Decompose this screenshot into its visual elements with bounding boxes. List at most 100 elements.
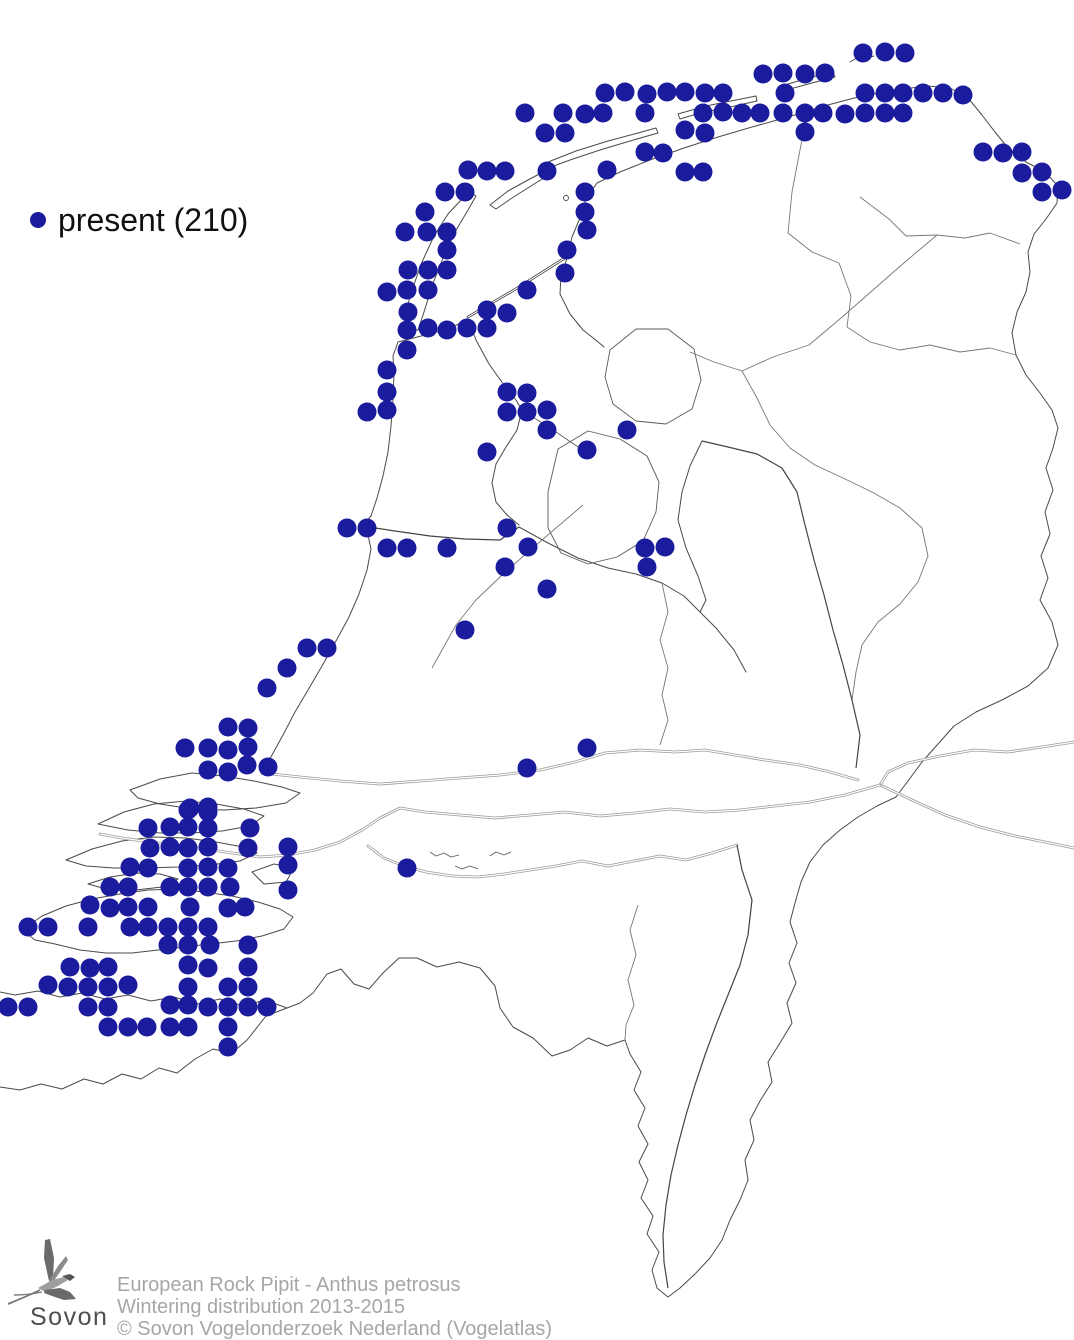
logo-bird-lower-wing bbox=[44, 1288, 76, 1300]
presence-dot bbox=[277, 658, 297, 678]
presence-dot bbox=[120, 917, 140, 937]
presence-dot bbox=[198, 917, 218, 937]
presence-dot bbox=[198, 877, 218, 897]
presence-dot bbox=[653, 143, 673, 163]
presence-dot bbox=[0, 997, 18, 1017]
presence-dot bbox=[278, 855, 298, 875]
river-maas-limburg bbox=[662, 844, 753, 1289]
presence-dot bbox=[637, 557, 657, 577]
island-terschelling bbox=[547, 127, 659, 168]
island-tholen bbox=[251, 863, 295, 885]
presence-dot bbox=[773, 103, 793, 123]
presence-dot bbox=[218, 740, 238, 760]
presence-dot bbox=[973, 142, 993, 162]
presence-dot bbox=[160, 837, 180, 857]
river-rijn bbox=[878, 740, 1074, 787]
presence-dot bbox=[178, 1017, 198, 1037]
presence-dot bbox=[795, 122, 815, 142]
presence-dot bbox=[695, 83, 715, 103]
presence-dot bbox=[435, 182, 455, 202]
presence-dot bbox=[160, 1017, 180, 1037]
presence-dot bbox=[178, 995, 198, 1015]
presence-dot bbox=[198, 857, 218, 877]
presence-dot bbox=[895, 43, 915, 63]
presence-dot bbox=[497, 303, 517, 323]
presence-dot bbox=[657, 82, 677, 102]
presence-dot bbox=[795, 64, 815, 84]
presence-dot bbox=[118, 1017, 138, 1037]
presence-dot bbox=[220, 877, 240, 897]
presence-dot bbox=[118, 975, 138, 995]
presence-dot bbox=[377, 538, 397, 558]
logo-bird-tail-streamer2 bbox=[13, 1291, 43, 1296]
presence-dot bbox=[437, 260, 457, 280]
presence-dot bbox=[38, 975, 58, 995]
presence-dot bbox=[198, 958, 218, 978]
border-friesland-south bbox=[689, 351, 743, 372]
presence-dot bbox=[893, 103, 913, 123]
logo-bird-upper-wing bbox=[44, 1239, 54, 1281]
presence-dot bbox=[198, 818, 218, 838]
presence-dot bbox=[875, 42, 895, 62]
presence-dot bbox=[160, 877, 180, 897]
presence-dot bbox=[1012, 142, 1032, 162]
presence-dot bbox=[773, 63, 793, 83]
province-borders bbox=[431, 119, 1021, 1041]
presence-dot bbox=[933, 83, 953, 103]
presence-dot bbox=[258, 757, 278, 777]
presence-dot bbox=[218, 1037, 238, 1057]
presence-dot bbox=[377, 282, 397, 302]
presence-dot bbox=[178, 955, 198, 975]
logo-text: Sovon bbox=[30, 1303, 108, 1331]
presence-dot bbox=[693, 103, 713, 123]
border-drenthe-west bbox=[741, 234, 938, 372]
legend-dot bbox=[30, 212, 46, 228]
presence-dot bbox=[138, 858, 158, 878]
coastline-west bbox=[261, 318, 469, 773]
presence-dot bbox=[815, 63, 835, 83]
presence-dot bbox=[418, 318, 438, 338]
presence-dot bbox=[178, 800, 198, 820]
presence-dot bbox=[377, 400, 397, 420]
rivers bbox=[98, 254, 1074, 1289]
coastline-randmeren bbox=[518, 526, 747, 673]
border-utrecht-holland bbox=[431, 504, 584, 669]
presence-dot bbox=[180, 897, 200, 917]
presence-dot bbox=[198, 802, 218, 822]
presence-dot bbox=[775, 83, 795, 103]
presence-dot bbox=[675, 162, 695, 182]
presence-dot bbox=[198, 997, 218, 1017]
presence-dot bbox=[238, 737, 258, 757]
presence-dot bbox=[238, 935, 258, 955]
presence-dot bbox=[637, 84, 657, 104]
presence-dot bbox=[750, 103, 770, 123]
presence-dot bbox=[238, 997, 258, 1017]
border-friesland-groningen bbox=[787, 119, 852, 328]
presence-dot bbox=[675, 120, 695, 140]
presence-dot bbox=[198, 837, 218, 857]
presence-dot bbox=[537, 400, 557, 420]
presence-dot bbox=[120, 857, 140, 877]
presence-dot bbox=[278, 837, 298, 857]
caption-copyright: © Sovon Vogelonderzoek Nederland (Vogela… bbox=[117, 1318, 552, 1340]
presence-dot bbox=[337, 518, 357, 538]
coastline-ijsselmeer-west bbox=[467, 318, 523, 526]
presence-dot bbox=[993, 143, 1013, 163]
presence-dot bbox=[477, 442, 497, 462]
presence-dot bbox=[238, 977, 258, 997]
presence-dot bbox=[593, 103, 613, 123]
presence-dot bbox=[855, 103, 875, 123]
presence-dot bbox=[417, 222, 437, 242]
presence-dot bbox=[158, 935, 178, 955]
presence-dot bbox=[160, 995, 180, 1015]
presence-dot bbox=[1032, 162, 1052, 182]
island-texel bbox=[403, 191, 477, 331]
presence-dot bbox=[477, 318, 497, 338]
presence-dot bbox=[178, 917, 198, 937]
presence-dot bbox=[397, 858, 417, 878]
presence-dot bbox=[615, 82, 635, 102]
presence-dot bbox=[457, 318, 477, 338]
presence-dot bbox=[875, 83, 895, 103]
presence-dot bbox=[455, 620, 475, 640]
